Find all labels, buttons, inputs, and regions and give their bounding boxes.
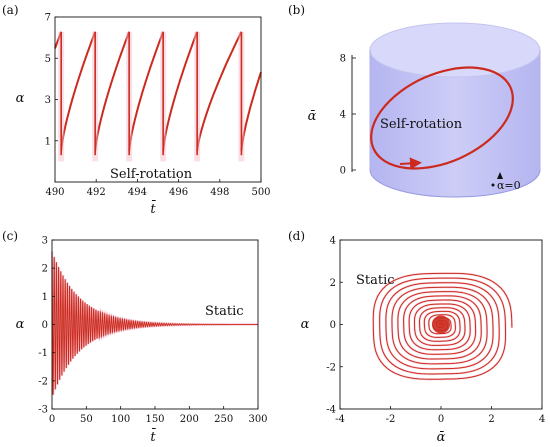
xtick-label: 100: [111, 414, 130, 425]
panel-c-label: (c): [2, 229, 18, 243]
panel-d-yaxis: -4 -2 0 2 4: [326, 236, 343, 416]
spiral-core: [432, 315, 450, 334]
panel-c-yaxis: -3 -2 -1 0 1 2 3: [38, 236, 55, 416]
ytick-label: 7: [45, 13, 51, 24]
ytick-label: 1: [42, 292, 48, 303]
alpha-zero-dot: [491, 183, 495, 187]
panel-a-frame: [54, 16, 262, 183]
alpha-segment: [240, 71, 262, 152]
alpha-zero-label: α=0: [497, 179, 521, 192]
panel-d: (d) Static -4 -2 0 2 4 -4 -2 0 2 4 ᾱ α: [288, 229, 545, 445]
ytick-label: 1: [45, 136, 51, 147]
panel-b-yaxis: 0 4 8: [340, 54, 356, 177]
oscillation-line: [51, 251, 259, 395]
xtick-label: 250: [214, 414, 233, 425]
alpha-segment: [94, 31, 131, 152]
ytick-label: 2: [42, 264, 48, 275]
ytick-label: 4: [340, 110, 346, 121]
xtick-label: 150: [145, 414, 164, 425]
ytick-label: 3: [45, 95, 51, 106]
panel-a-label: (a): [2, 3, 19, 17]
alpha-segment: [196, 31, 243, 152]
panel-a: (a) Self-rotation 490 492 494 496 498 500 1 3 5…: [2, 3, 271, 217]
xtick-label: 200: [180, 414, 199, 425]
xtick-label: -4: [335, 414, 345, 425]
ytick-label: 0: [330, 320, 336, 331]
alpha-segment: [162, 31, 199, 152]
alpha-zero-arrow-icon: [497, 172, 503, 179]
panel-c-ylabel: α: [16, 317, 25, 332]
panel-d-series: [372, 272, 514, 381]
panel-d-xlabel: ᾱ: [437, 430, 446, 445]
panel-b-ylabel: ᾱ: [308, 109, 317, 124]
xtick-label: -2: [386, 414, 396, 425]
xtick-label: 492: [87, 187, 106, 198]
cylinder-bottom-rim: [369, 169, 541, 198]
panel-d-xaxis: -4 -2 0 2 4: [335, 406, 545, 425]
alpha-segment: [60, 31, 97, 152]
panel-a-ylabel: α: [16, 91, 25, 106]
ytick-label: -1: [38, 348, 48, 359]
ytick-label: 3: [42, 236, 48, 247]
ytick-label: -4: [326, 405, 336, 416]
panel-c-xaxis: 0 50 100 150 200 250 300: [49, 406, 268, 425]
panel-c-xlabel: t̄: [150, 428, 156, 445]
xtick-label: 50: [80, 414, 93, 425]
panel-a-series: [54, 31, 262, 162]
xtick-label: 496: [169, 187, 188, 198]
ytick-label: -2: [326, 362, 336, 373]
alpha-segment: [54, 31, 63, 49]
panel-d-annotation: Static: [356, 273, 395, 288]
panel-a-annotation: Self-rotation: [110, 167, 193, 182]
xtick-label: 4: [539, 414, 545, 425]
ytick-label: -2: [38, 376, 48, 387]
ytick-label: 0: [42, 320, 48, 331]
xtick-label: 494: [128, 187, 147, 198]
panel-c-annotation: Static: [205, 304, 244, 319]
ytick-label: -3: [38, 405, 48, 416]
ytick-label: 8: [340, 54, 346, 65]
orbit-curve: [370, 66, 514, 170]
orbit-arrow: [399, 157, 422, 170]
panel-a-xaxis: 490 492 494 496 498 500: [45, 179, 271, 198]
xtick-label: 2: [488, 414, 494, 425]
xtick-label: 0: [49, 414, 55, 425]
panel-d-label: (d): [288, 229, 305, 243]
ytick-label: 5: [45, 54, 51, 65]
panel-c-series: [50, 251, 259, 395]
panel-a-xlabel: t̄: [150, 200, 156, 217]
xtick-label: 300: [248, 414, 267, 425]
panel-a-yaxis: 1 3 5 7: [45, 13, 58, 147]
xtick-label: 0: [438, 414, 444, 425]
panel-b: (b) Self-rotation α=0 0 4 8 ᾱ: [288, 3, 541, 198]
panel-b-annotation: Self-rotation: [380, 117, 463, 132]
xtick-label: 500: [251, 187, 270, 198]
ytick-label: 2: [330, 278, 336, 289]
alpha-segment: [128, 31, 165, 152]
ytick-label: 0: [340, 166, 346, 177]
panel-c: (c) Static 0 50 100 150 200 250 300 -3 -2 -1 0 1 2 3…: [2, 229, 268, 445]
xtick-label: 498: [210, 187, 229, 198]
panel-d-ylabel: α: [301, 317, 310, 332]
ytick-label: 4: [330, 236, 336, 247]
panel-b-label: (b): [288, 3, 305, 17]
xtick-label: 490: [45, 187, 64, 198]
